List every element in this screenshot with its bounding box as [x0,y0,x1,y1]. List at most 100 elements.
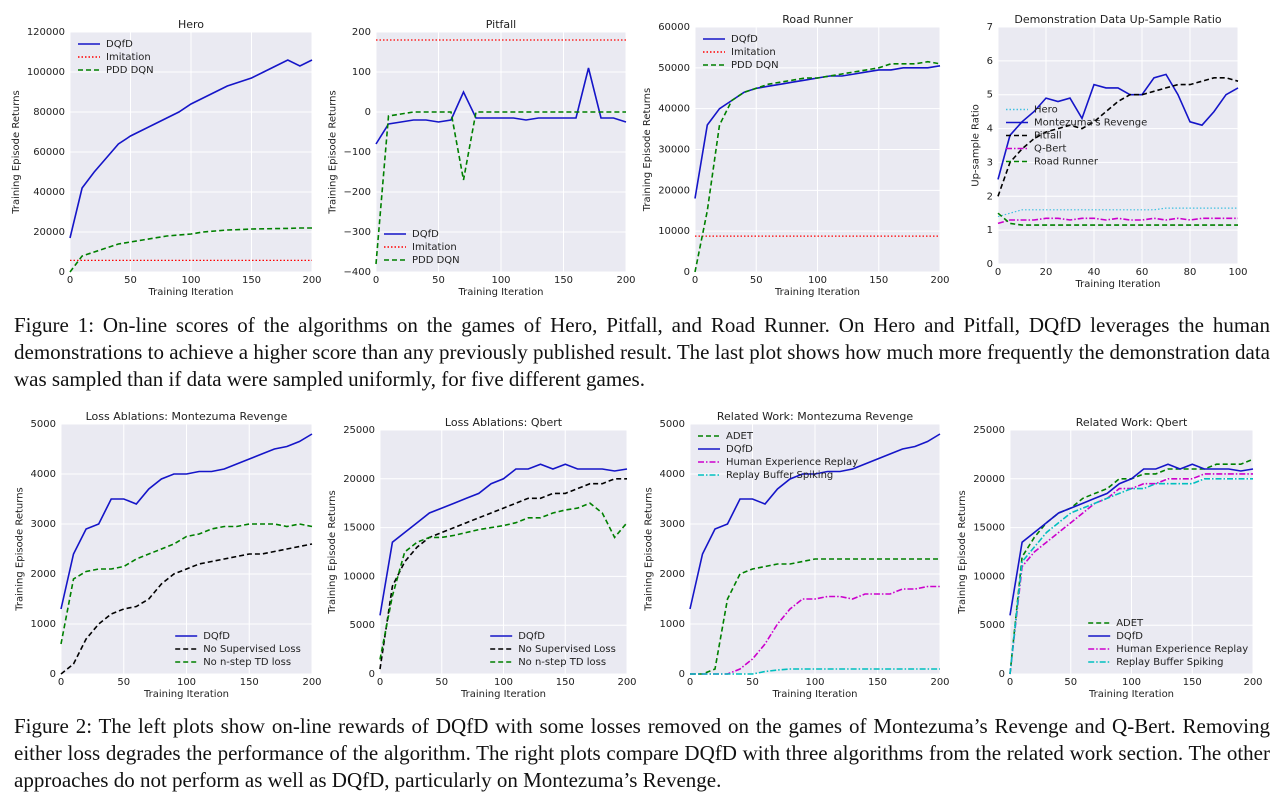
y-tick-label: 25000 [343,425,375,436]
x-tick-label: 0 [377,677,383,688]
legend-label: No Supervised Loss [203,644,301,655]
x-tick-label: 150 [1183,677,1202,688]
caption: Figure 2: The left plots show on-line re… [14,714,1270,792]
y-tick-label: 120000 [27,27,65,38]
legend-label: No n-step TD loss [203,657,291,668]
y-tick-label: 0 [684,267,690,278]
legend-label: PDD DQN [106,65,154,76]
x-tick-label: 200 [302,275,321,286]
y-tick-label: 1000 [31,619,56,630]
legend-label: Pitfall [1034,131,1062,142]
x-axis-label: Training Iteration [460,689,546,700]
x-tick-label: 150 [868,677,887,688]
series-line [69,227,312,273]
y-tick-label: 10000 [973,571,1005,582]
y-tick-label: 100 [352,67,371,78]
legend-label: Imitation [412,242,457,253]
y-tick-label: 20000 [33,227,65,238]
x-tick-label: 150 [556,677,575,688]
chart-title: Loss Ablations: Qbert [445,416,563,429]
y-tick-label: 0 [999,669,1005,680]
legend-label: Human Experience Replay [1116,644,1248,655]
x-tick-label: 100 [1228,267,1247,278]
series-line [997,73,1239,180]
x-tick-label: 0 [67,275,73,286]
x-tick-label: 40 [1088,267,1101,278]
x-axis-label: Training Iteration [147,287,233,298]
x-tick-label: 0 [373,275,379,286]
series-line [379,463,628,616]
legend-label: DQfD [726,444,753,455]
y-tick-label: 0 [679,669,685,680]
x-tick-label: 150 [240,677,259,688]
y-tick-label: 1000 [660,619,685,630]
y-tick-label: 7 [987,22,993,33]
y-axis-label: Training Episode Returns [15,487,26,611]
x-tick-label: 60 [1136,267,1149,278]
y-tick-label: 60000 [658,22,690,33]
x-tick-label: 50 [750,275,763,286]
legend-label: No n-step TD loss [518,657,606,668]
series-line [690,558,940,675]
chart-title: Road Runner [782,13,853,26]
series-line [375,111,626,265]
x-axis-label: Training Iteration [771,689,857,700]
y-tick-label: 3000 [660,519,685,530]
chart-title: Related Work: Montezuma Revenge [717,410,913,423]
y-tick-label: −200 [344,187,371,198]
x-tick-label: 80 [1184,267,1197,278]
x-axis-label: Training Iteration [1088,689,1174,700]
series-line [1009,473,1253,675]
y-tick-label: −100 [344,147,371,158]
x-tick-label: 200 [302,677,321,688]
y-tick-label: 30000 [658,145,690,156]
y-tick-label: 20000 [973,474,1005,485]
legend-label: DQfD [203,631,230,642]
y-tick-label: 10000 [658,226,690,237]
series-line [690,585,940,675]
y-tick-label: 3 [987,157,993,168]
y-tick-label: 15000 [973,523,1005,534]
y-tick-label: 15000 [343,523,375,534]
x-tick-label: 200 [930,275,949,286]
x-tick-label: 0 [1007,677,1013,688]
y-axis-label: Training Episode Returns [328,90,339,214]
legend-label: No Supervised Loss [518,644,616,655]
x-tick-label: 100 [808,275,827,286]
y-tick-label: 4000 [660,469,685,480]
y-tick-label: 5000 [350,620,375,631]
y-tick-label: 25000 [973,425,1005,436]
x-tick-label: 50 [746,677,759,688]
chart-title: Loss Ablations: Montezuma Revenge [86,410,288,423]
legend-label: DQfD [1116,631,1143,642]
x-tick-label: 150 [869,275,888,286]
y-tick-label: 2000 [660,569,685,580]
legend-label: Replay Buffer Spiking [1116,657,1223,668]
x-tick-label: 100 [494,677,513,688]
legend-label: Q-Bert [1034,144,1067,155]
y-axis-label: Training Episode Returns [957,490,968,614]
x-tick-label: 100 [177,677,196,688]
y-tick-label: 3000 [31,519,56,530]
y-axis-label: Training Episode Returns [11,90,22,214]
x-tick-label: 50 [117,677,130,688]
legend-label: Human Experience Replay [726,457,858,468]
x-tick-label: 100 [491,275,510,286]
x-tick-label: 0 [995,267,1001,278]
y-tick-label: 0 [369,669,375,680]
y-tick-label: 1 [987,225,993,236]
y-tick-label: 10000 [343,571,375,582]
x-tick-label: 100 [1122,677,1141,688]
legend-label: DQfD [731,34,758,45]
y-tick-label: 2 [987,191,993,202]
y-tick-label: 4000 [31,469,56,480]
y-tick-label: 5000 [660,419,685,430]
series-line [689,433,941,610]
series-line [997,77,1239,197]
x-tick-label: 100 [181,275,200,286]
legend-label: DQfD [106,39,133,50]
y-axis-label: Up-sample Ratio [971,104,982,187]
x-tick-label: 0 [58,677,64,688]
x-tick-label: 100 [805,677,824,688]
